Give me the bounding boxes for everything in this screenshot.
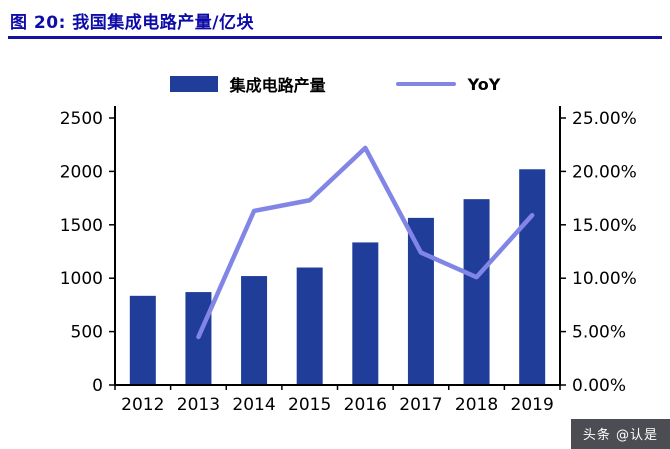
right-axis-label: 10.00% [572, 269, 637, 289]
left-axis-label: 2000 [60, 162, 103, 182]
x-axis-label: 2016 [344, 395, 387, 415]
legend: 集成电路产量 YoY [0, 72, 670, 96]
right-axis-label: 0.00% [572, 376, 626, 396]
bar-2019 [519, 169, 546, 385]
chart-svg: 0 500 1000 1500 2000 2500 0.00% 5.00% 10.00% 15.0… [60, 106, 637, 415]
line-series-swatch [395, 82, 456, 86]
left-axis-label: 0 [92, 376, 103, 396]
bar-2017 [407, 217, 434, 385]
legend-item-line: YoY [395, 74, 501, 94]
legend-item-bar: 集成电路产量 [169, 72, 326, 96]
x-axis-label: 2017 [399, 395, 442, 415]
right-axis-label: 25.00% [572, 109, 637, 129]
right-axis-label: 20.00% [572, 162, 637, 182]
right-axis-label: 5.00% [572, 323, 626, 343]
x-axis-label: 2014 [232, 395, 275, 415]
x-axis-label: 2012 [121, 395, 164, 415]
bar-2016 [352, 242, 379, 385]
yoy-line [196, 145, 535, 340]
left-axis-label: 1500 [60, 216, 103, 236]
figure-title: 图 20: 我国集成电路产量/亿块 [10, 13, 255, 33]
bar-2018 [463, 199, 490, 385]
bar-2014 [241, 276, 268, 385]
left-axis-label: 2500 [60, 109, 103, 129]
bar-2015 [296, 267, 323, 385]
watermark: 头条 @认是 [570, 419, 670, 449]
left-axis-label: 1000 [60, 269, 103, 289]
left-axis-label: 500 [71, 323, 103, 343]
x-axis-label: 2018 [455, 395, 498, 415]
x-axis-label: 2019 [511, 395, 554, 415]
x-axis-label: 2013 [177, 395, 220, 415]
legend-label-bar: 集成电路产量 [229, 76, 326, 95]
title-underline [8, 36, 662, 39]
x-axis-label: 2015 [288, 395, 331, 415]
bar-2012 [129, 295, 156, 385]
legend-label-line: YoY [467, 74, 501, 94]
right-axis-label: 15.00% [572, 216, 637, 236]
bar-series-swatch [169, 76, 218, 92]
